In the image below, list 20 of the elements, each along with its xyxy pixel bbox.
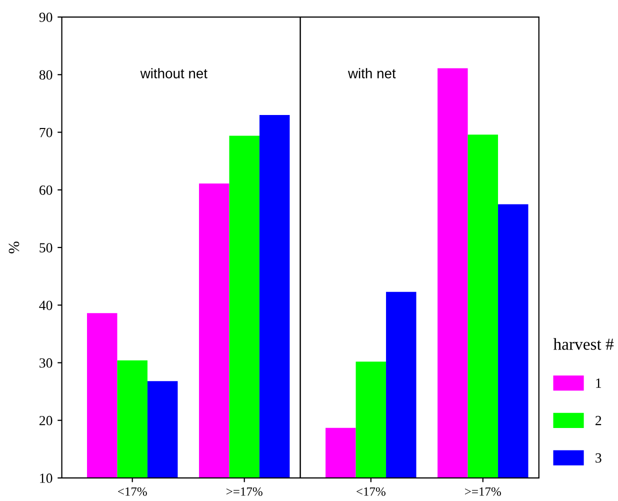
y-tick-label: 30 [40,358,52,368]
y-tick-label: 80 [39,70,52,80]
text: with net [348,68,396,78]
x-tick-label: <17% [118,487,147,496]
x-tick-label: <17% [356,487,386,496]
legend-label: 3 [596,453,602,463]
legend-label: 1 [596,378,602,388]
text: without net [140,68,208,78]
legend-title: harvest # [553,338,614,350]
y-axis-title: % [8,242,20,254]
y-tick-label: 50 [40,243,52,252]
y-tick-label: 20 [39,416,52,426]
y-tick-label: 40 [39,300,52,310]
x-tick-label: >=17% [226,487,262,496]
y-tick-label: 10 [40,474,52,483]
y-tick-label: 60 [39,185,52,195]
legend-label: 2 [596,416,602,426]
x-tick-label: >=17% [465,487,501,496]
y-tick-label: 70 [40,128,52,138]
y-tick-label: 90 [39,12,52,22]
